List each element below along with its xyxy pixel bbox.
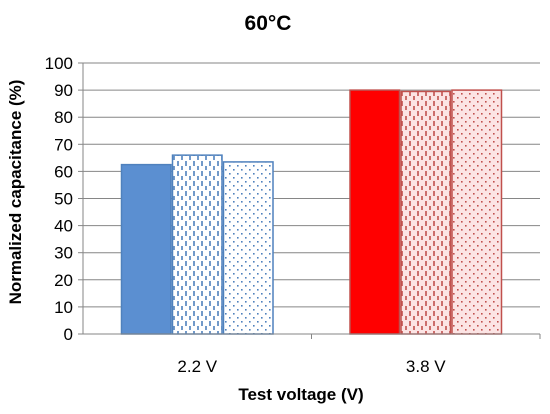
y-tick-label: 20 (54, 271, 73, 290)
bars (120, 89, 503, 335)
y-tick-label: 0 (64, 325, 73, 344)
x-tick-label: 3.8 V (406, 357, 446, 376)
y-tick-label: 30 (54, 244, 73, 263)
bar-38V-solid (349, 89, 401, 335)
y-tick-label: 40 (54, 217, 73, 236)
y-tick-label: 80 (54, 108, 73, 127)
y-tick-labels: 0 10 20 30 40 50 60 70 80 90 100 (45, 54, 73, 344)
y-tick-label: 70 (54, 135, 73, 154)
y-tick-label: 60 (54, 162, 73, 181)
bar-22V-dots (222, 161, 274, 335)
axes (78, 62, 541, 339)
bar-22V-solid (120, 163, 172, 335)
bar-38V-dots (451, 89, 503, 335)
x-tick-label: 2.2 V (177, 357, 217, 376)
x-axis-label: Test voltage (V) (238, 385, 363, 404)
bar-22V-dashes (171, 154, 223, 335)
y-axis-label: Normalized capacitance (%) (6, 80, 25, 305)
chart-title: 60°C (245, 12, 292, 35)
y-tick-label: 100 (45, 54, 73, 73)
x-tick-labels: 2.2 V 3.8 V (177, 357, 446, 376)
bar-38V-dashes (400, 90, 452, 335)
y-tick-label: 90 (54, 81, 73, 100)
y-tick-label: 50 (54, 190, 73, 209)
y-tick-label: 10 (54, 298, 73, 317)
